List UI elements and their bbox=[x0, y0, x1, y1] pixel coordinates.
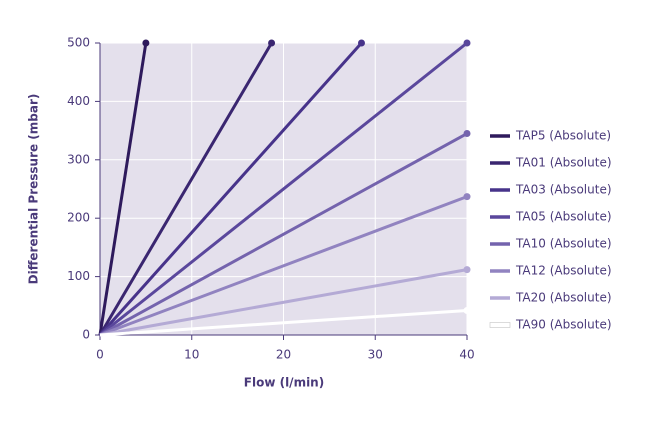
end-marker bbox=[357, 39, 365, 47]
series-line bbox=[98, 42, 273, 336]
y-axis-label: Differential Pressure (mbar) bbox=[27, 94, 41, 285]
legend-label: TA10 (Absolute) bbox=[515, 237, 612, 251]
series-line bbox=[99, 308, 468, 337]
legend-label: TA20 (Absolute) bbox=[515, 291, 612, 305]
legend-label: TA90 (Absolute) bbox=[515, 318, 612, 332]
end-marker bbox=[142, 39, 150, 47]
x-tick-label: 40 bbox=[459, 348, 474, 362]
x-axis-label: Flow (l/min) bbox=[244, 376, 324, 390]
series-line bbox=[98, 42, 148, 336]
series-line bbox=[98, 41, 363, 337]
legend-label: TA05 (Absolute) bbox=[515, 210, 612, 224]
y-tick-label: 400 bbox=[67, 94, 90, 108]
end-marker bbox=[268, 39, 276, 47]
x-tick-label: 10 bbox=[184, 348, 199, 362]
y-tick-label: 300 bbox=[67, 152, 90, 166]
end-marker bbox=[463, 266, 471, 274]
legend-label: TAP5 (Absolute) bbox=[515, 129, 611, 143]
x-tick-label: 0 bbox=[96, 348, 104, 362]
series-line bbox=[99, 41, 468, 337]
y-tick-label: 0 bbox=[82, 328, 90, 342]
series-line bbox=[99, 268, 468, 337]
end-marker bbox=[463, 130, 471, 138]
series-line bbox=[99, 132, 468, 337]
x-tick-label: 20 bbox=[276, 348, 291, 362]
end-marker bbox=[463, 39, 471, 47]
legend-swatch-border bbox=[489, 322, 511, 328]
legend-label: TA03 (Absolute) bbox=[515, 183, 612, 197]
end-marker bbox=[463, 306, 471, 314]
end-marker bbox=[463, 193, 471, 201]
y-tick-label: 100 bbox=[67, 269, 90, 283]
y-tick-label: 200 bbox=[67, 211, 90, 225]
y-tick-label: 500 bbox=[67, 36, 90, 50]
legend-label: TA01 (Absolute) bbox=[515, 156, 612, 170]
x-tick-label: 30 bbox=[368, 348, 383, 362]
series-line bbox=[99, 195, 468, 337]
legend-label: TA12 (Absolute) bbox=[515, 264, 612, 278]
